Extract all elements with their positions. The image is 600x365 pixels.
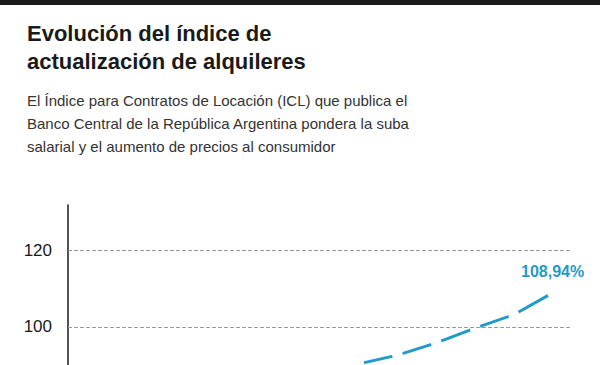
svg-text:108,94%: 108,94% <box>521 263 584 280</box>
svg-text:Evolución del índice de: Evolución del índice de <box>27 21 272 46</box>
svg-text:Banco Central de la República: Banco Central de la República Argentina … <box>27 115 410 132</box>
svg-text:100: 100 <box>24 317 52 336</box>
svg-text:El Índice para Contratos de Lo: El Índice para Contratos de Locación (IC… <box>27 92 407 109</box>
svg-text:120: 120 <box>24 241 52 260</box>
svg-text:salarial y el aumento de preci: salarial y el aumento de precios al cons… <box>27 138 336 155</box>
svg-text:actualización de alquileres: actualización de alquileres <box>27 49 306 74</box>
